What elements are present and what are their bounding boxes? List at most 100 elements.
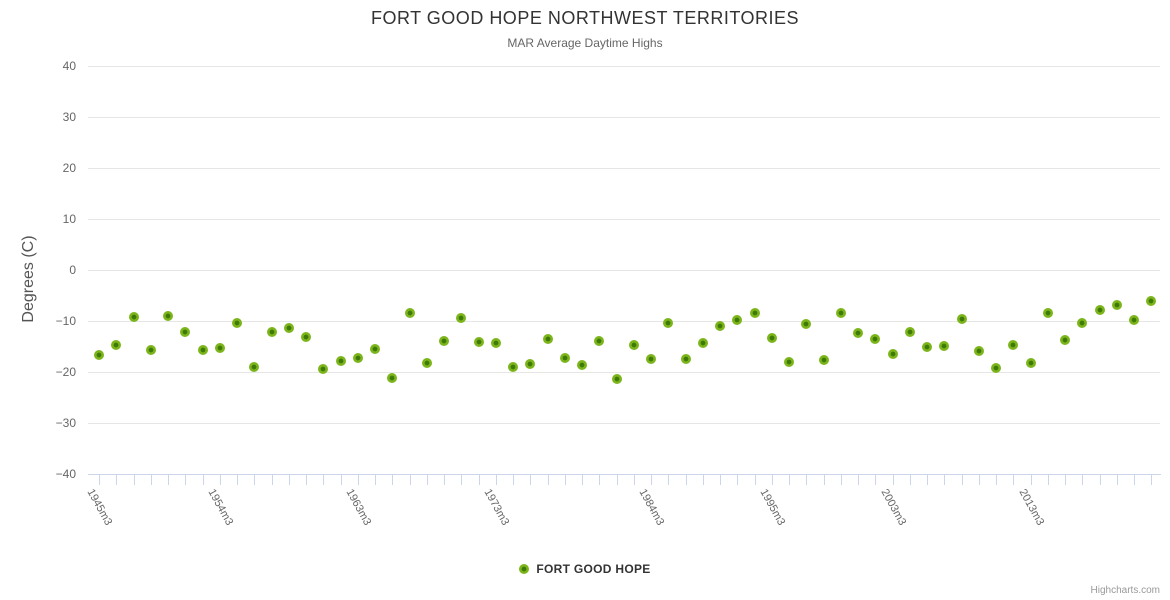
x-axis-tick (961, 475, 963, 485)
data-point[interactable] (111, 340, 122, 351)
y-axis-tick-label: −20 (55, 365, 76, 379)
data-point[interactable] (801, 318, 812, 329)
data-point[interactable] (145, 345, 156, 356)
gridline (88, 270, 1160, 271)
data-point[interactable] (956, 313, 967, 324)
y-axis-tick-label: −10 (55, 314, 76, 328)
x-axis-tick (1116, 475, 1118, 485)
gridline (88, 168, 1160, 169)
data-point[interactable] (370, 344, 380, 355)
data-point[interactable] (749, 308, 760, 319)
data-point[interactable] (1111, 300, 1122, 311)
data-point[interactable] (559, 353, 570, 364)
data-point[interactable] (973, 345, 984, 356)
data-point[interactable] (577, 359, 587, 370)
x-axis-tick (168, 475, 169, 485)
data-point[interactable] (1042, 308, 1053, 319)
data-point[interactable] (991, 362, 1001, 373)
x-axis-tick (651, 475, 652, 485)
data-point[interactable] (732, 314, 743, 325)
gridline (88, 117, 1160, 118)
data-point[interactable] (646, 354, 656, 365)
highcharts-credit-link[interactable]: Highcharts.com (1090, 585, 1160, 596)
data-point[interactable] (939, 340, 950, 351)
data-point[interactable] (404, 307, 415, 318)
data-point[interactable] (266, 327, 277, 338)
data-point[interactable] (818, 355, 829, 366)
x-axis-tick (927, 475, 928, 485)
data-point[interactable] (697, 338, 708, 349)
data-point[interactable] (1077, 317, 1088, 328)
x-axis-tick (116, 475, 118, 485)
data-point[interactable] (490, 337, 501, 348)
y-axis-tick-label: −30 (55, 416, 76, 430)
x-axis-tick (892, 475, 894, 485)
data-point[interactable] (887, 349, 898, 360)
data-point[interactable] (1146, 296, 1157, 307)
data-point[interactable] (628, 339, 639, 350)
x-axis-tick (840, 475, 842, 485)
data-point[interactable] (1025, 358, 1036, 369)
data-point[interactable] (249, 361, 260, 372)
gridline (88, 423, 1160, 424)
data-point[interactable] (922, 341, 932, 352)
data-point[interactable] (835, 308, 846, 319)
x-axis-tick (99, 475, 100, 485)
chart-title: FORT GOOD HOPE NORTHWEST TERRITORIES (370, 8, 800, 28)
data-point[interactable] (1008, 339, 1019, 350)
x-axis-tick (426, 475, 428, 485)
data-point[interactable] (387, 373, 398, 384)
data-point[interactable] (904, 326, 915, 337)
x-axis-tick-label: 1995m3 (757, 487, 788, 528)
data-point[interactable] (456, 313, 467, 324)
x-axis-tick (564, 475, 566, 485)
x-axis-tick (530, 475, 532, 485)
legend-marker-icon (519, 564, 530, 574)
data-point[interactable] (439, 335, 449, 346)
x-axis-tick (789, 475, 790, 485)
data-point[interactable] (508, 362, 518, 373)
data-point[interactable] (232, 317, 242, 328)
data-point[interactable] (128, 312, 139, 323)
data-point[interactable] (1129, 314, 1139, 325)
x-axis-tick (219, 475, 221, 485)
data-point[interactable] (1094, 304, 1105, 315)
data-point[interactable] (318, 363, 329, 374)
x-axis-tick (944, 475, 946, 485)
data-point[interactable] (197, 345, 208, 356)
data-point[interactable] (214, 343, 225, 354)
data-point[interactable] (352, 353, 363, 364)
x-axis-tick (685, 475, 687, 485)
data-point[interactable] (180, 327, 191, 338)
x-axis-tick (996, 475, 997, 485)
x-axis-tick (616, 475, 618, 485)
data-point[interactable] (525, 359, 536, 370)
data-point[interactable] (473, 336, 484, 347)
data-point[interactable] (611, 373, 622, 384)
x-axis-tick (599, 475, 601, 485)
x-axis-tick (978, 475, 980, 485)
data-point[interactable] (421, 357, 432, 368)
data-point[interactable] (542, 334, 553, 345)
data-point[interactable] (594, 335, 605, 346)
x-axis-tick (1013, 475, 1015, 485)
x-axis-tick (150, 475, 152, 485)
data-point[interactable] (163, 310, 173, 321)
data-point[interactable] (94, 350, 104, 361)
data-point[interactable] (853, 327, 863, 338)
data-point[interactable] (301, 331, 311, 342)
data-point[interactable] (335, 355, 346, 366)
x-axis-tick-label: 1963m3 (343, 487, 374, 528)
data-point[interactable] (870, 333, 881, 344)
data-point[interactable] (766, 333, 777, 344)
data-point[interactable] (680, 354, 691, 365)
gridline (88, 372, 1160, 373)
data-point[interactable] (663, 318, 674, 329)
data-point[interactable] (715, 320, 725, 331)
x-axis-tick (409, 475, 411, 485)
data-point[interactable] (283, 323, 294, 334)
data-point[interactable] (1060, 334, 1070, 345)
legend-item-fort-good-hope[interactable]: FORT GOOD HOPE (536, 562, 651, 576)
x-axis-tick (375, 475, 376, 485)
data-point[interactable] (784, 357, 794, 368)
